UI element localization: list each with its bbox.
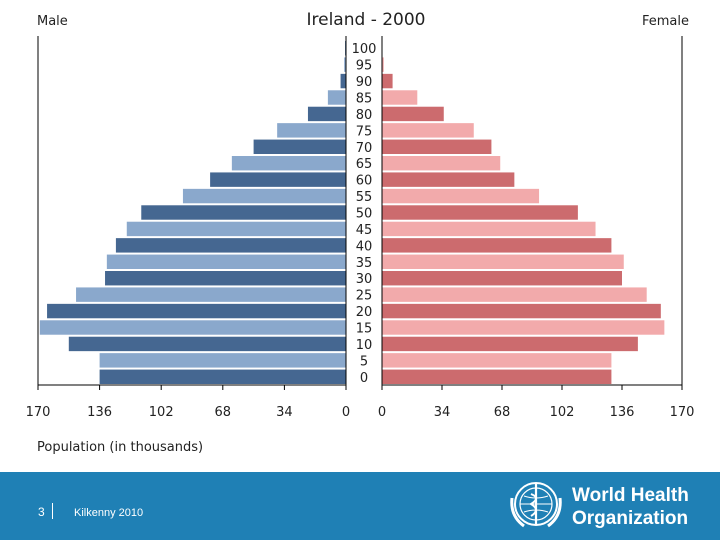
male-bar-95 [344, 57, 346, 72]
age-label-40: 40 [356, 239, 373, 254]
male-tick-label-170: 170 [26, 405, 51, 420]
female-bar-50 [382, 205, 578, 220]
age-label-90: 90 [356, 75, 373, 90]
male-bar-20 [47, 303, 346, 319]
female-bar-40 [382, 238, 612, 253]
male-tick-label-102: 102 [149, 405, 174, 420]
female-bar-5 [382, 353, 612, 368]
female-label: Female [642, 14, 689, 29]
female-bar-25 [382, 287, 647, 302]
age-label-20: 20 [356, 305, 373, 320]
age-label-35: 35 [356, 256, 373, 271]
female-bar-80 [382, 106, 444, 122]
female-bar-35 [382, 254, 624, 269]
age-label-60: 60 [356, 174, 373, 189]
female-bar-30 [382, 271, 622, 286]
male-tick-label-0: 0 [342, 405, 350, 420]
female-bar-10 [382, 336, 638, 352]
female-bar-85 [382, 90, 418, 105]
who-line2: Organization [572, 508, 689, 529]
population-pyramid-chart: Ireland - 2000 Male Female Population (i… [26, 10, 695, 455]
male-label: Male [37, 14, 68, 29]
male-bar-80 [307, 106, 346, 122]
female-tick-label-68: 68 [494, 405, 511, 420]
male-bar-30 [105, 271, 346, 286]
female-tick-label-170: 170 [670, 405, 695, 420]
female-bar-20 [382, 303, 661, 319]
age-label-55: 55 [356, 190, 373, 205]
male-tick-label-136: 136 [87, 405, 112, 420]
footer-text: Kilkenny 2010 [74, 507, 144, 519]
female-bar-45 [382, 221, 596, 237]
female-bar-90 [382, 73, 393, 89]
footer-separator [52, 503, 53, 519]
male-bar-85 [327, 90, 346, 105]
male-bar-25 [76, 287, 346, 302]
female-tick-label-136: 136 [610, 405, 635, 420]
bars-group [39, 41, 665, 384]
who-wordmark: World Health Organization [572, 484, 689, 530]
axes-group [37, 36, 683, 390]
male-bar-60 [210, 172, 346, 187]
who-emblem-icon [510, 482, 562, 528]
male-bar-90 [340, 73, 346, 89]
male-bar-75 [277, 123, 346, 138]
female-bar-0 [382, 369, 612, 384]
female-bar-15 [382, 320, 665, 335]
male-bar-5 [99, 353, 346, 368]
male-bar-45 [126, 221, 346, 237]
labels-group: 1009590858075706560555045403530252015105… [26, 42, 695, 420]
age-label-80: 80 [356, 108, 373, 123]
male-bar-35 [106, 254, 346, 269]
female-bar-75 [382, 123, 474, 138]
age-label-100: 100 [352, 42, 377, 57]
footer-bar: 3 Kilkenny 2010 World Health Organizatio… [0, 472, 720, 540]
age-label-70: 70 [356, 141, 373, 156]
female-bar-60 [382, 172, 515, 187]
male-bar-65 [231, 156, 346, 171]
age-label-5: 5 [360, 354, 368, 369]
age-label-25: 25 [356, 289, 373, 304]
male-tick-label-68: 68 [215, 405, 232, 420]
age-label-75: 75 [356, 124, 373, 139]
age-label-85: 85 [356, 92, 373, 107]
female-bar-65 [382, 156, 501, 171]
female-tick-label-0: 0 [378, 405, 386, 420]
female-tick-label-34: 34 [434, 405, 451, 420]
age-label-50: 50 [356, 207, 373, 222]
female-bar-95 [382, 57, 384, 72]
female-bar-70 [382, 139, 492, 154]
male-bar-15 [39, 320, 346, 335]
who-line1: World Health [572, 485, 689, 506]
male-bar-55 [182, 188, 346, 204]
male-bar-70 [253, 139, 346, 154]
male-bar-0 [99, 369, 346, 384]
age-label-30: 30 [356, 272, 373, 287]
female-tick-label-102: 102 [550, 405, 575, 420]
age-label-15: 15 [356, 322, 373, 337]
age-label-0: 0 [360, 371, 368, 386]
male-tick-label-34: 34 [276, 405, 293, 420]
female-bar-55 [382, 188, 540, 204]
age-label-65: 65 [356, 157, 373, 172]
male-bar-50 [141, 205, 346, 220]
male-bar-10 [68, 336, 347, 352]
age-label-95: 95 [356, 59, 373, 74]
male-bar-40 [115, 238, 346, 253]
chart-title: Ireland - 2000 [307, 10, 426, 30]
age-label-45: 45 [356, 223, 373, 238]
x-axis-title: Population (in thousands) [37, 440, 203, 455]
page-number: 3 [38, 505, 45, 519]
age-label-10: 10 [356, 338, 373, 353]
